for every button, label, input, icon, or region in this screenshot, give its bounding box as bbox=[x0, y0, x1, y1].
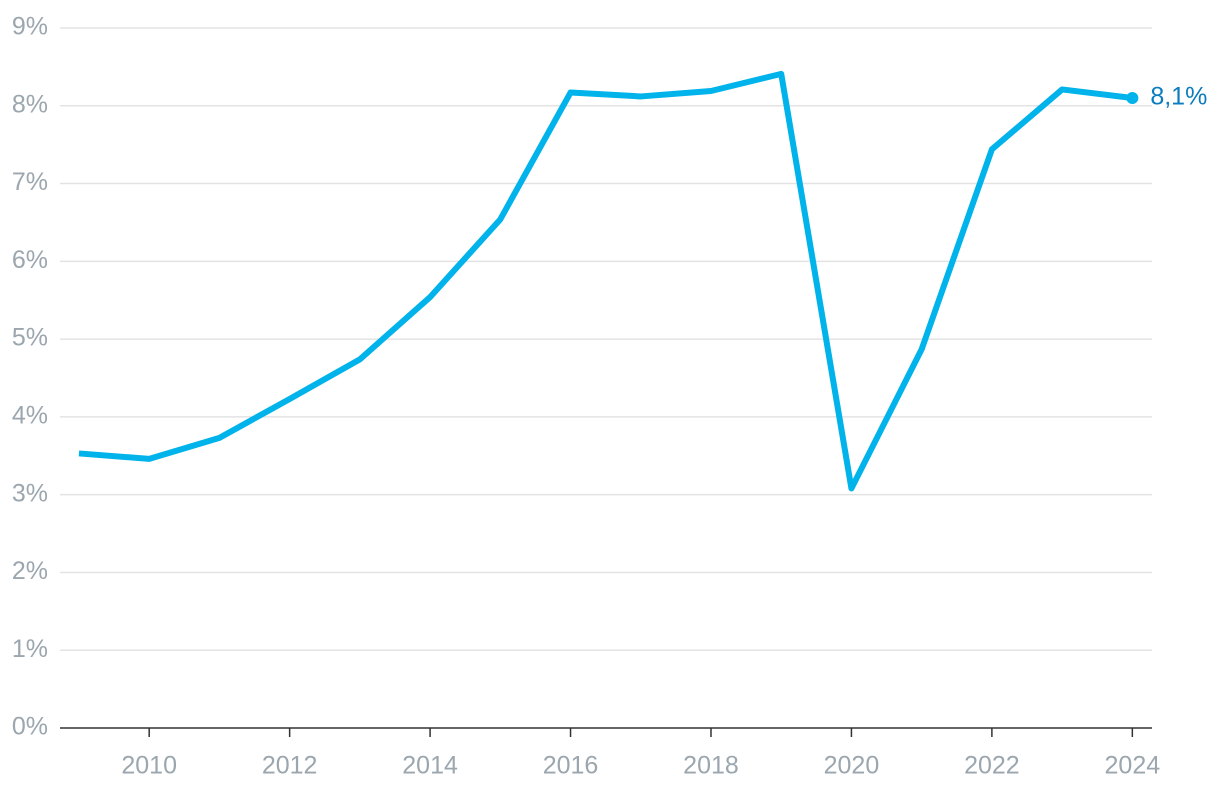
y-tick-label: 2% bbox=[12, 557, 48, 585]
x-tick-label: 2022 bbox=[964, 752, 1020, 780]
x-tick-label: 2024 bbox=[1105, 752, 1161, 780]
value-label: 8,1% bbox=[1150, 83, 1207, 111]
end-point bbox=[1126, 92, 1139, 104]
x-tick-label: 2012 bbox=[262, 752, 318, 780]
x-tick-label: 2010 bbox=[121, 752, 177, 780]
y-tick-label: 3% bbox=[12, 479, 48, 507]
x-tick-label: 2018 bbox=[683, 752, 739, 780]
y-tick-label: 4% bbox=[12, 401, 48, 429]
y-tick-label: 5% bbox=[12, 324, 48, 352]
y-tick-label: 1% bbox=[12, 635, 48, 663]
y-tick-label: 0% bbox=[12, 713, 48, 741]
y-tick-label: 8% bbox=[12, 90, 48, 118]
y-tick-label: 7% bbox=[12, 168, 48, 196]
x-tick-label: 2014 bbox=[402, 752, 458, 780]
y-tick-label: 6% bbox=[12, 246, 48, 274]
x-tick-label: 2016 bbox=[543, 752, 599, 780]
x-tick-label: 2020 bbox=[824, 752, 880, 780]
y-tick-label: 9% bbox=[12, 13, 48, 41]
data-line bbox=[78, 70, 1133, 492]
